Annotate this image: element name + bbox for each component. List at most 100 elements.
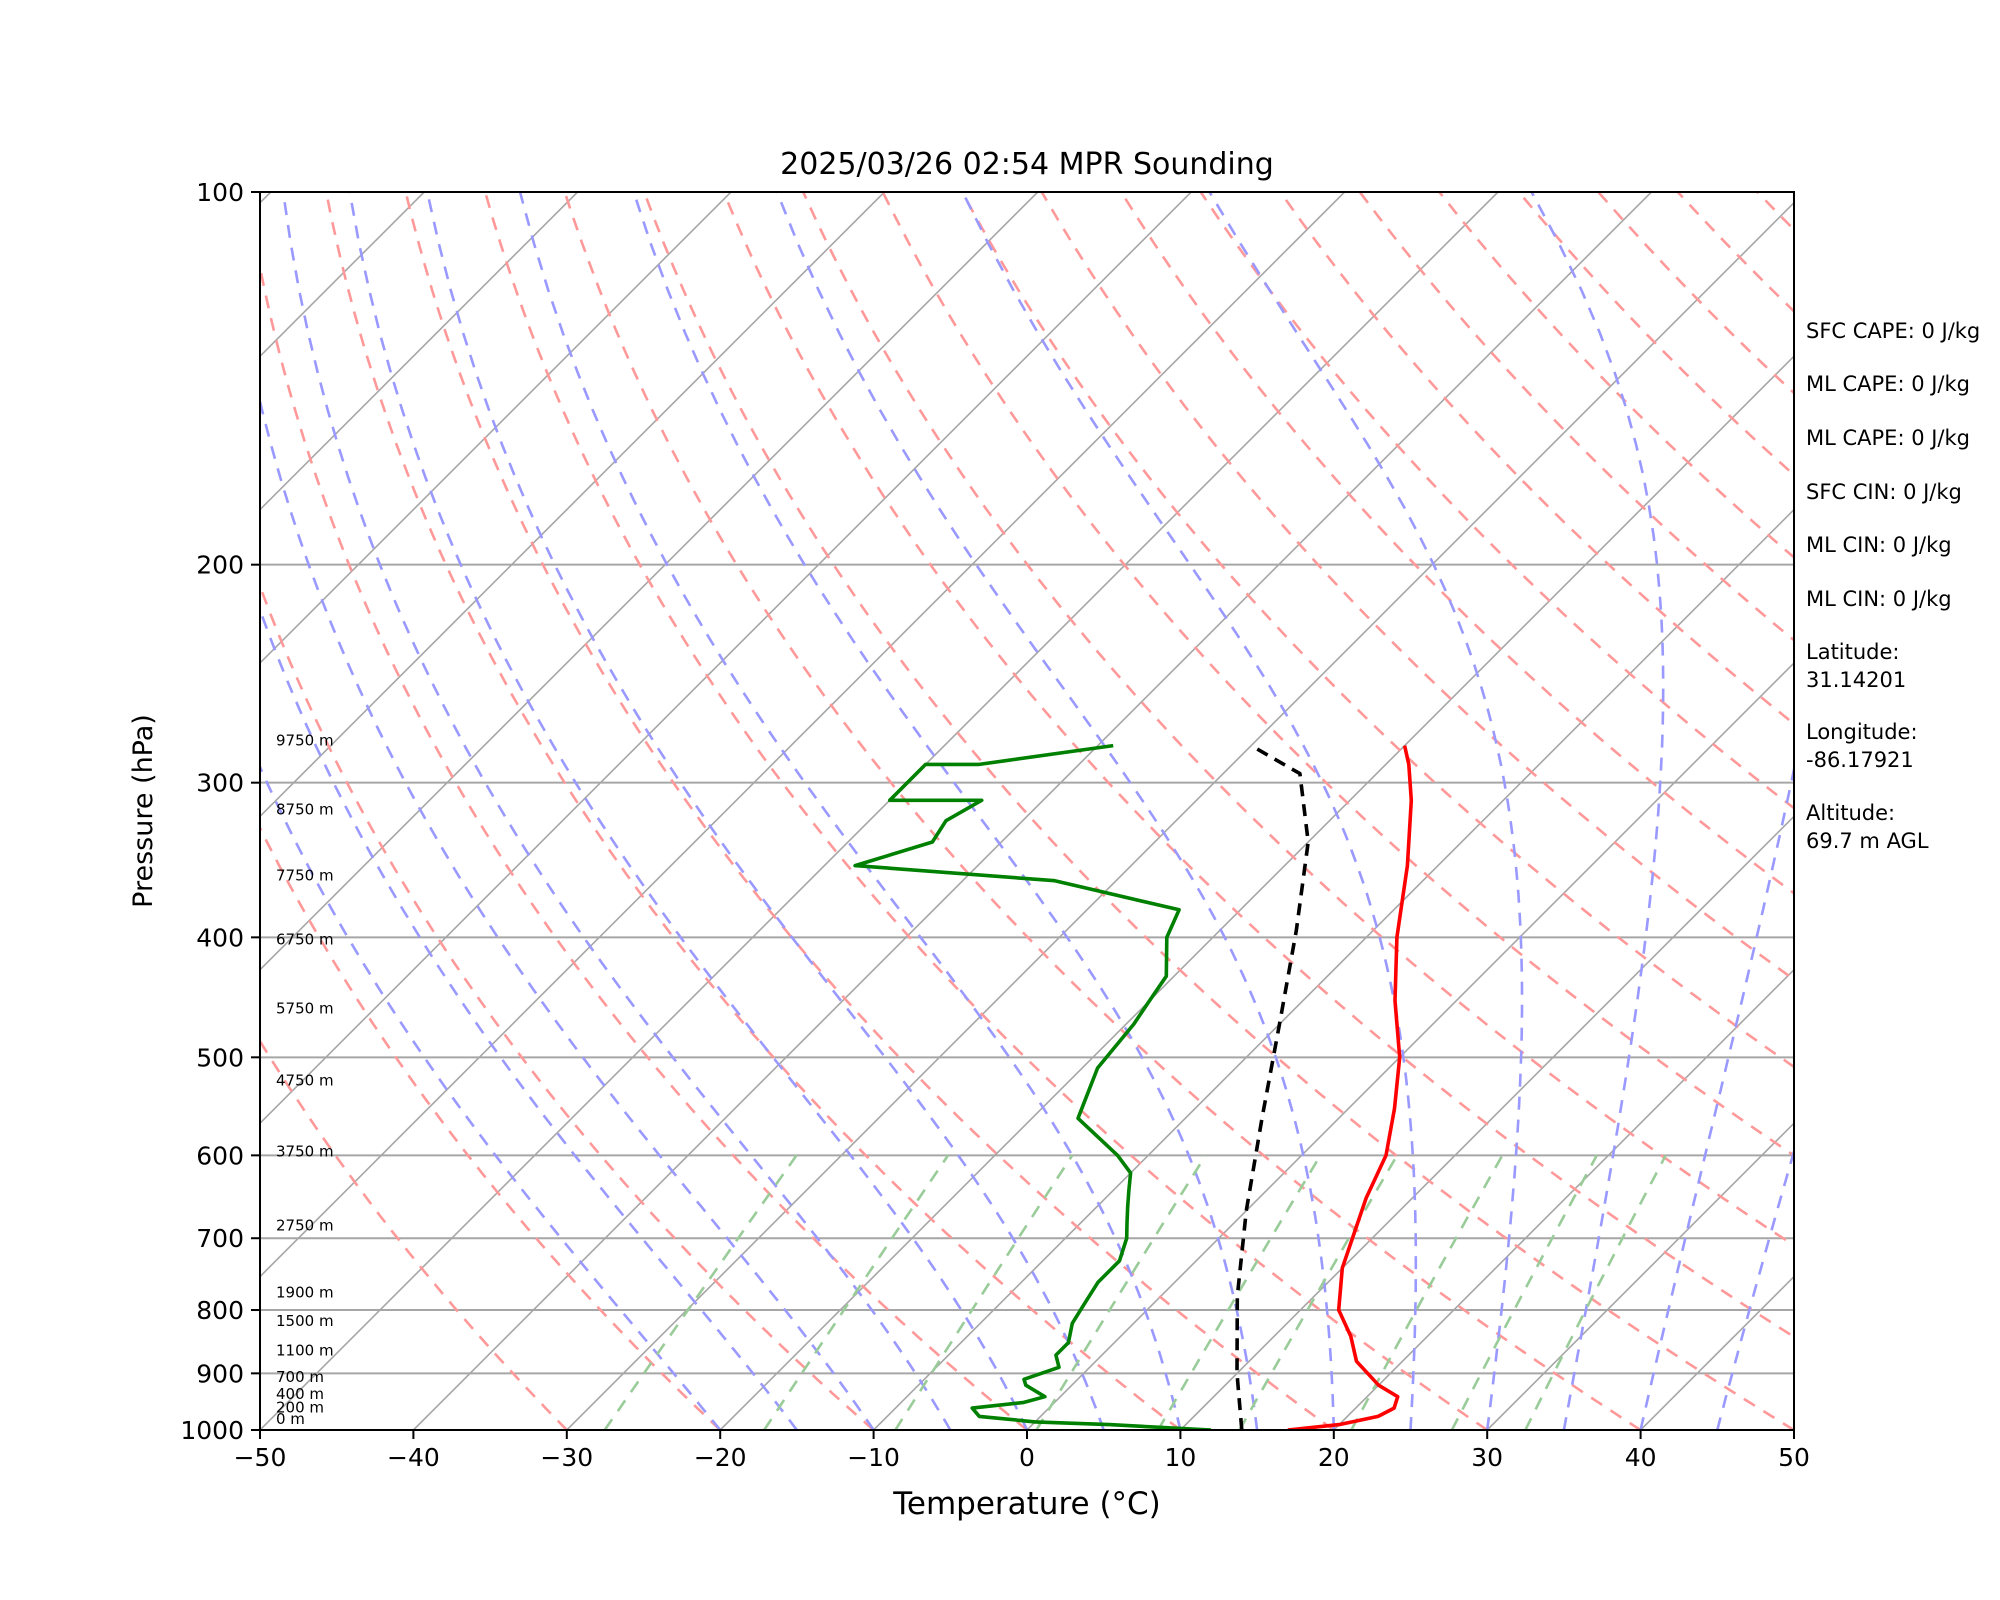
- height-label: 0 m: [276, 1410, 305, 1428]
- isotherm-line: [260, 192, 1039, 971]
- y-tick-label: 900: [196, 1359, 244, 1388]
- height-label: 3750 m: [276, 1142, 334, 1160]
- dry-adiabat-line: [260, 1038, 568, 1430]
- height-label: 2750 m: [276, 1217, 334, 1235]
- chart-title: 2025/03/26 02:54 MPR Sounding: [780, 147, 1274, 182]
- x-tick-label: 20: [1318, 1443, 1350, 1472]
- ml-cape-text: ML CAPE: 0 J/kg: [1806, 426, 1970, 450]
- dry-adiabat-line: [881, 192, 1794, 1158]
- dry-adiabat-line: [801, 192, 1794, 1247]
- moist-adiabat-line: [632, 192, 1259, 1430]
- isotherm-line: [1333, 968, 1794, 1430]
- sfc-cin-text: SFC CIN: 0 J/kg: [1806, 480, 1962, 504]
- y-axis-label: Pressure (hPa): [128, 714, 159, 908]
- altitude-label: Altitude:: [1806, 801, 1895, 825]
- dry-adiabat-line: [1199, 192, 1794, 810]
- y-axis-ticks: 100 200 300 400 500 600 700 800 900 1000: [180, 178, 260, 1445]
- height-label: 7750 m: [276, 867, 334, 885]
- x-tick-label: 10: [1164, 1443, 1196, 1472]
- ml-cin-text: ML CIN: 0 J/kg: [1806, 587, 1952, 611]
- height-label: 8750 m: [276, 801, 334, 819]
- isotherm-line: [1179, 815, 1794, 1430]
- height-label: 4750 m: [276, 1072, 334, 1090]
- x-axis-ticks: −50 −40 −30 −20 −10 0 10 20 30 40 50: [234, 1430, 1810, 1472]
- moist-adiabat-line: [518, 192, 1182, 1430]
- x-tick-label: −20: [694, 1443, 747, 1472]
- moist-adiabat-line: [260, 606, 798, 1430]
- y-tick-label: 500: [196, 1043, 244, 1072]
- x-axis-label: Temperature (°C): [892, 1486, 1161, 1522]
- x-tick-label: −10: [847, 1443, 900, 1472]
- sounding-info-panel: SFC CAPE: 0 J/kg ML CAPE: 0 J/kg ML CAPE…: [1806, 319, 1980, 853]
- dry-adiabat-line: [642, 192, 1794, 1430]
- dry-adiabat-line: [1040, 192, 1794, 982]
- longitude-value: -86.17921: [1806, 748, 1914, 772]
- dry-adiabat-line: [260, 825, 722, 1430]
- x-tick-label: −30: [540, 1443, 593, 1472]
- height-label: 1500 m: [276, 1312, 334, 1330]
- dry-adiabat-line: [483, 192, 1488, 1430]
- ml-cin-text: ML CIN: 0 J/kg: [1806, 533, 1952, 557]
- dewpoint-profile-line: [853, 743, 1212, 1430]
- mixing-ratio-line: [763, 1154, 950, 1430]
- x-tick-label: 30: [1471, 1443, 1503, 1472]
- isotherm-line: [260, 192, 732, 665]
- isotherm-line: [260, 192, 1499, 1430]
- y-tick-label: 300: [196, 769, 244, 798]
- y-tick-label: 1000: [180, 1416, 244, 1445]
- moist-adiabat-line: [775, 192, 1336, 1430]
- parcel-path-line: [1235, 744, 1310, 1430]
- temperature-profile-line: [1287, 745, 1414, 1430]
- height-label: 9750 m: [276, 731, 334, 749]
- longitude-label: Longitude:: [1806, 720, 1918, 744]
- height-labels: 9750 m 8750 m 7750 m 6750 m 5750 m 4750 m 3750…: [276, 731, 334, 1428]
- moist-adiabat-line: [1530, 192, 1665, 1430]
- isotherm-line: [260, 192, 579, 511]
- moist-adiabat-line: [1208, 192, 1524, 1430]
- dry-adiabat-line: [1119, 192, 1794, 895]
- mixing-ratio-line: [894, 1154, 1074, 1430]
- x-tick-label: −40: [387, 1443, 440, 1472]
- mixing-ratio-line: [1035, 1154, 1207, 1430]
- sounding-profiles: [853, 743, 1414, 1430]
- isotherm-line: [260, 192, 1192, 1125]
- height-label: 6750 m: [276, 931, 334, 949]
- mixing-ratio-line: [603, 1154, 798, 1430]
- y-tick-label: 800: [196, 1296, 244, 1325]
- moist-adiabat-line: [281, 192, 952, 1430]
- x-tick-label: 40: [1625, 1443, 1657, 1472]
- ml-cape-text: ML CAPE: 0 J/kg: [1806, 372, 1970, 396]
- sfc-cape-text: SFC CAPE: 0 J/kg: [1806, 319, 1980, 343]
- isotherm-line: [1486, 1122, 1794, 1430]
- height-label: 200 m: [276, 1399, 324, 1417]
- height-label: 700 m: [276, 1368, 324, 1386]
- latitude-value: 31.14201: [1806, 668, 1906, 692]
- dry-adiabat-line: [563, 192, 1642, 1430]
- x-tick-label: 0: [1019, 1443, 1035, 1472]
- height-label: 1900 m: [276, 1283, 334, 1301]
- dry-adiabat-line: [722, 192, 1794, 1339]
- isotherm-line: [719, 355, 1794, 1430]
- height-label: 5750 m: [276, 999, 334, 1017]
- moist-adiabat-line: [348, 192, 1029, 1430]
- isotherm-line: [260, 192, 885, 818]
- mixing-ratio-line: [1156, 1154, 1322, 1430]
- latitude-label: Latitude:: [1806, 640, 1900, 664]
- x-tick-label: −50: [234, 1443, 287, 1472]
- isotherm-line: [873, 508, 1794, 1430]
- isotherm-line: [260, 192, 1346, 1278]
- dry-adiabat-line: [404, 192, 1335, 1430]
- moist-adiabat-line: [260, 395, 875, 1430]
- dry-adiabat-line: [260, 260, 1028, 1430]
- height-label: 400 m: [276, 1385, 324, 1403]
- y-tick-label: 200: [196, 551, 244, 580]
- isotherm-line: [566, 201, 1794, 1430]
- y-tick-label: 700: [196, 1224, 244, 1253]
- y-tick-label: 400: [196, 923, 244, 952]
- altitude-value: 69.7 m AGL: [1806, 829, 1929, 853]
- height-label: 1100 m: [276, 1341, 334, 1359]
- moist-adiabat-line: [1639, 763, 1794, 1430]
- y-tick-label: 600: [196, 1141, 244, 1170]
- x-tick-label: 50: [1778, 1443, 1810, 1472]
